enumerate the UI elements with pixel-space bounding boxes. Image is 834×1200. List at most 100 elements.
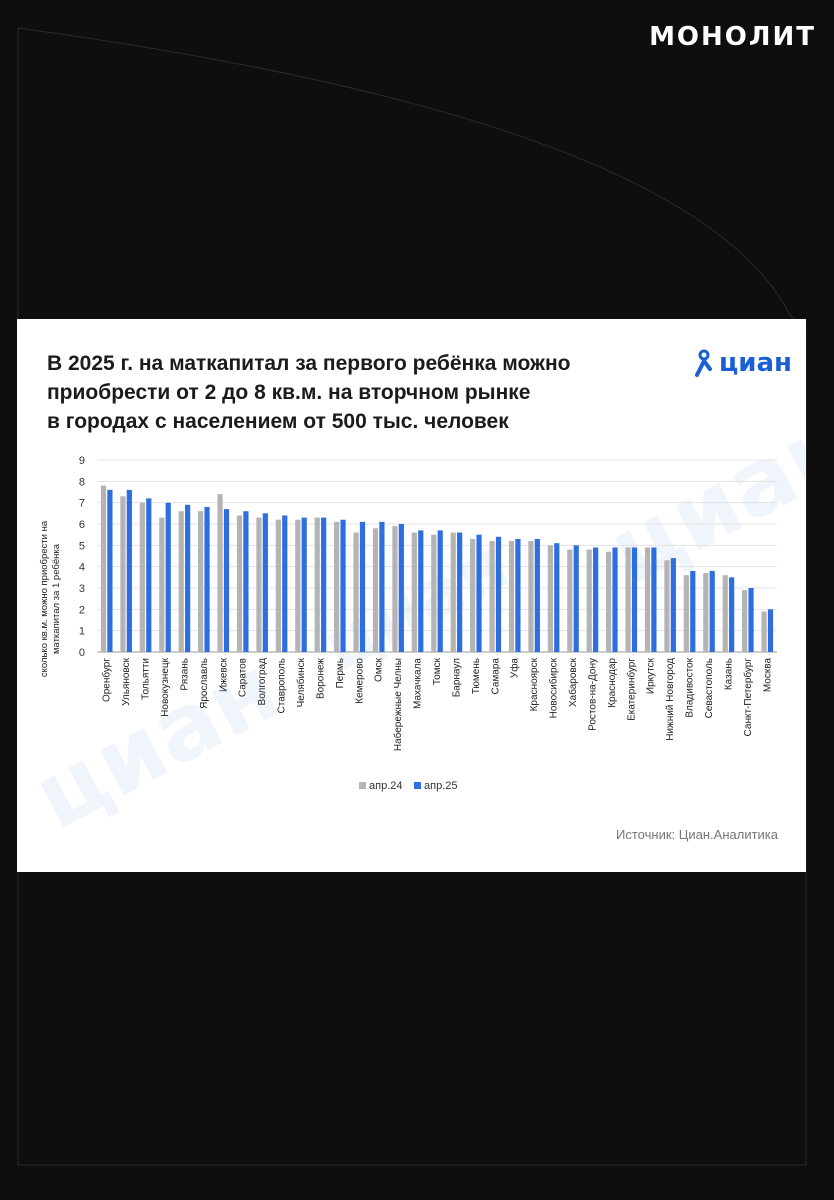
y-tick-label: 8 [79, 476, 85, 488]
bar-apr25 [398, 524, 404, 652]
x-tick-label: Самара [490, 658, 501, 695]
bar-apr24 [508, 541, 515, 652]
legend-swatch-apr24 [359, 782, 366, 789]
y-tick-label: 0 [79, 647, 85, 659]
bar-apr25 [262, 513, 268, 652]
y-tick-label: 5 [79, 540, 85, 552]
bar-apr25 [223, 509, 230, 652]
bar-apr25 [457, 532, 463, 652]
x-tick-label: Омск [374, 657, 385, 682]
bar-apr25 [515, 538, 521, 652]
x-tick-label: Томск [432, 657, 443, 685]
x-tick-label: Саратов [238, 658, 249, 697]
bar-apr24 [353, 532, 359, 652]
x-tick-label: Краснодар [607, 658, 618, 708]
bar-apr25 [243, 511, 249, 652]
bar-apr24 [742, 590, 748, 652]
bar-apr25 [651, 547, 657, 652]
brand-logo: МОНОЛИТ [649, 22, 816, 52]
bar-apr24 [586, 549, 592, 652]
title-line-1: В 2025 г. на маткапитал за первого ребён… [47, 352, 571, 375]
bar-apr24 [528, 541, 534, 652]
x-tick-label: Иркутск [646, 657, 657, 694]
bar-apr25 [165, 502, 171, 652]
bar-apr24 [159, 517, 165, 652]
source-note: Источник: Циан.Аналитика [616, 827, 778, 842]
bar-apr24 [664, 560, 670, 652]
bar-apr24 [489, 541, 495, 652]
chart-card: циан циан циан В 2025 г. на маткапитал з… [17, 319, 806, 872]
bar-apr24 [236, 515, 243, 652]
y-axis-label-line-2: маткапитал за 1 ребёнка [51, 543, 62, 655]
bar-apr24 [392, 526, 398, 652]
bar-apr24 [334, 521, 340, 652]
x-tick-label: Ставрополь [277, 658, 288, 714]
bar-apr24 [411, 532, 417, 652]
bar-apr25 [554, 543, 560, 652]
bar-apr25 [185, 504, 191, 652]
x-tick-label: Набережные Челны [392, 658, 404, 751]
y-axis-label-line-1: сколько кв.м. можно приобрести на [39, 520, 50, 678]
x-tick-label: Ярославль [199, 658, 210, 709]
legend-label-apr24: апр.24 [369, 780, 402, 792]
y-tick-label: 4 [79, 562, 85, 574]
x-tick-label: Оренбург [101, 658, 113, 702]
y-tick-label: 1 [79, 626, 85, 638]
x-tick-label: Махачкала [413, 658, 424, 709]
bar-apr25 [301, 517, 307, 652]
bar-apr24 [703, 573, 709, 652]
bar-apr25 [359, 521, 366, 652]
y-axis-label: сколько кв.м. можно приобрести на маткап… [39, 489, 63, 709]
bar-apr24 [644, 547, 651, 652]
x-tick-label: Москва [762, 658, 773, 693]
title-line-3: в городах с населением от 500 тыс. челов… [47, 410, 509, 433]
cian-logo-text: циан [719, 348, 792, 378]
x-tick-label: Новосибирск [548, 657, 560, 718]
bar-apr24 [683, 575, 689, 652]
bar-apr25 [534, 538, 540, 652]
chart-title: В 2025 г. на маткапитал за первого ребён… [47, 349, 687, 436]
legend-swatch-apr25 [414, 782, 421, 789]
x-tick-label: Нижний Новгород [665, 658, 676, 741]
bar-apr25 [126, 489, 132, 652]
bar-apr24 [722, 575, 728, 652]
bar-apr25 [107, 489, 113, 652]
bar-apr24 [761, 611, 767, 652]
bar-apr25 [476, 534, 482, 652]
bar-apr24 [120, 496, 126, 652]
bar-chart: 0 1 2 3 4 5 6 7 8 9 Оренбург Ульяновск Тольятти Новок… [79, 455, 777, 792]
x-tick-label: Барнаул [451, 658, 462, 697]
x-tick-label: Волгоград [257, 658, 268, 706]
x-tick-label: Воронеж [315, 658, 326, 699]
bar-apr25 [340, 519, 346, 652]
y-tick-label: 9 [79, 455, 85, 467]
bar-apr24 [295, 519, 301, 652]
bar-apr24 [198, 511, 204, 652]
bar-apr24 [431, 534, 437, 652]
bar-apr24 [275, 519, 281, 652]
bar-apr25 [437, 530, 443, 652]
bar-apr24 [625, 547, 631, 652]
x-tick-label: Тольятти [141, 658, 152, 700]
bar-apr25 [729, 577, 735, 652]
bar-apr24 [547, 545, 553, 652]
x-tick-label: Санкт-Петербург [742, 658, 754, 737]
bar-apr25 [690, 570, 696, 652]
x-tick-label: Новокузнецк [160, 657, 171, 716]
legend-label-apr25: апр.25 [424, 780, 457, 792]
y-tick-label: 2 [79, 604, 85, 616]
bar-apr25 [593, 547, 599, 652]
bar-apr25 [748, 588, 754, 652]
x-tick-label: Ульяновск [121, 657, 132, 705]
bar-apr25 [418, 530, 424, 652]
bar-apr24 [372, 528, 379, 652]
bar-apr24 [178, 511, 184, 652]
bar-apr24 [450, 532, 456, 652]
bar-apr24 [139, 502, 145, 652]
bar-apr25 [321, 517, 327, 652]
bar-apr25 [631, 547, 638, 652]
bar-apr24 [256, 517, 262, 652]
x-tick-label: Казань [723, 658, 734, 690]
bar-apr25 [709, 570, 715, 652]
bar-apr24 [567, 549, 573, 652]
